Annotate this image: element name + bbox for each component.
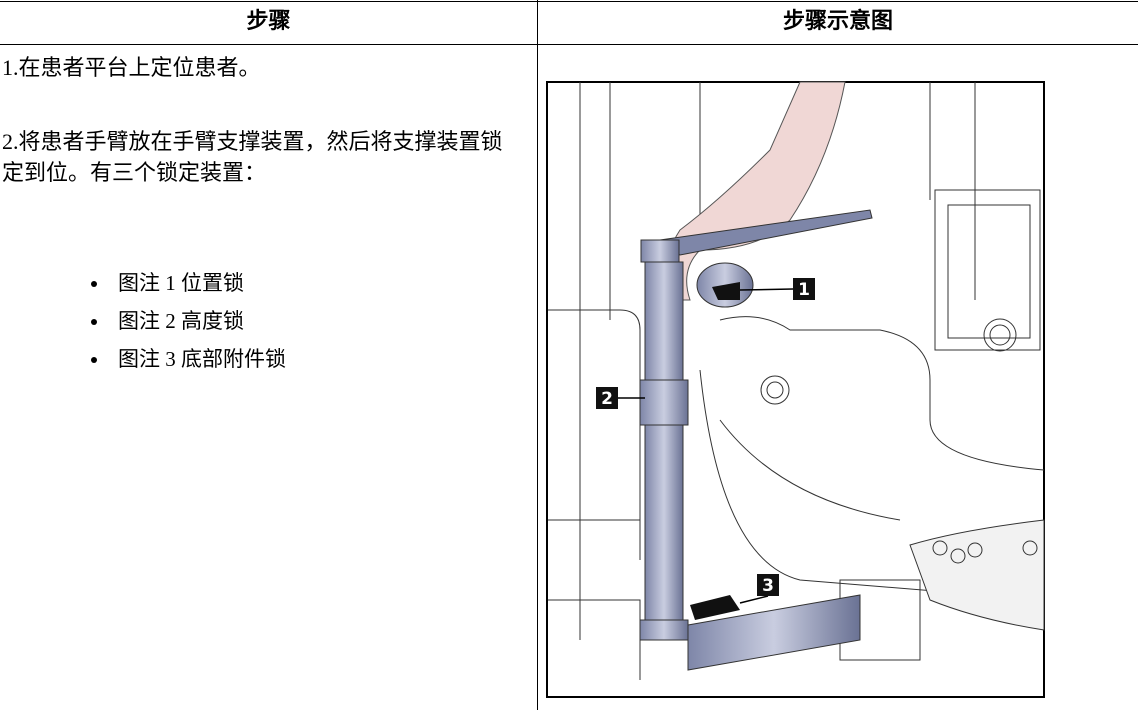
callout: 2 <box>596 387 618 409</box>
callout-label: 3 <box>762 576 774 596</box>
callout-label: 1 <box>798 280 810 300</box>
step-text: 1.在患者平台上定位患者。 <box>2 55 261 80</box>
column-header: 步骤示意图 <box>782 9 893 34</box>
callout: 3 <box>757 574 779 596</box>
column-header: 步骤 <box>246 9 291 34</box>
callout: 1 <box>793 278 815 300</box>
callout-label: 2 <box>601 389 613 409</box>
bullet-item: 图注 3 底部附件锁 <box>110 340 286 378</box>
table-border <box>0 44 1138 45</box>
bullet-list: 图注 1 位置锁 图注 2 高度锁 图注 3 底部附件锁 <box>60 264 286 378</box>
step-text: 2.将患者手臂放在手臂支撑装置，然后将支撑装置锁定到位。有三个锁定装置： <box>2 129 503 185</box>
table-border <box>537 0 538 710</box>
table-border <box>0 1 1138 2</box>
bullet-item: 图注 1 位置锁 <box>110 264 286 302</box>
bullet-item: 图注 2 高度锁 <box>110 302 286 340</box>
